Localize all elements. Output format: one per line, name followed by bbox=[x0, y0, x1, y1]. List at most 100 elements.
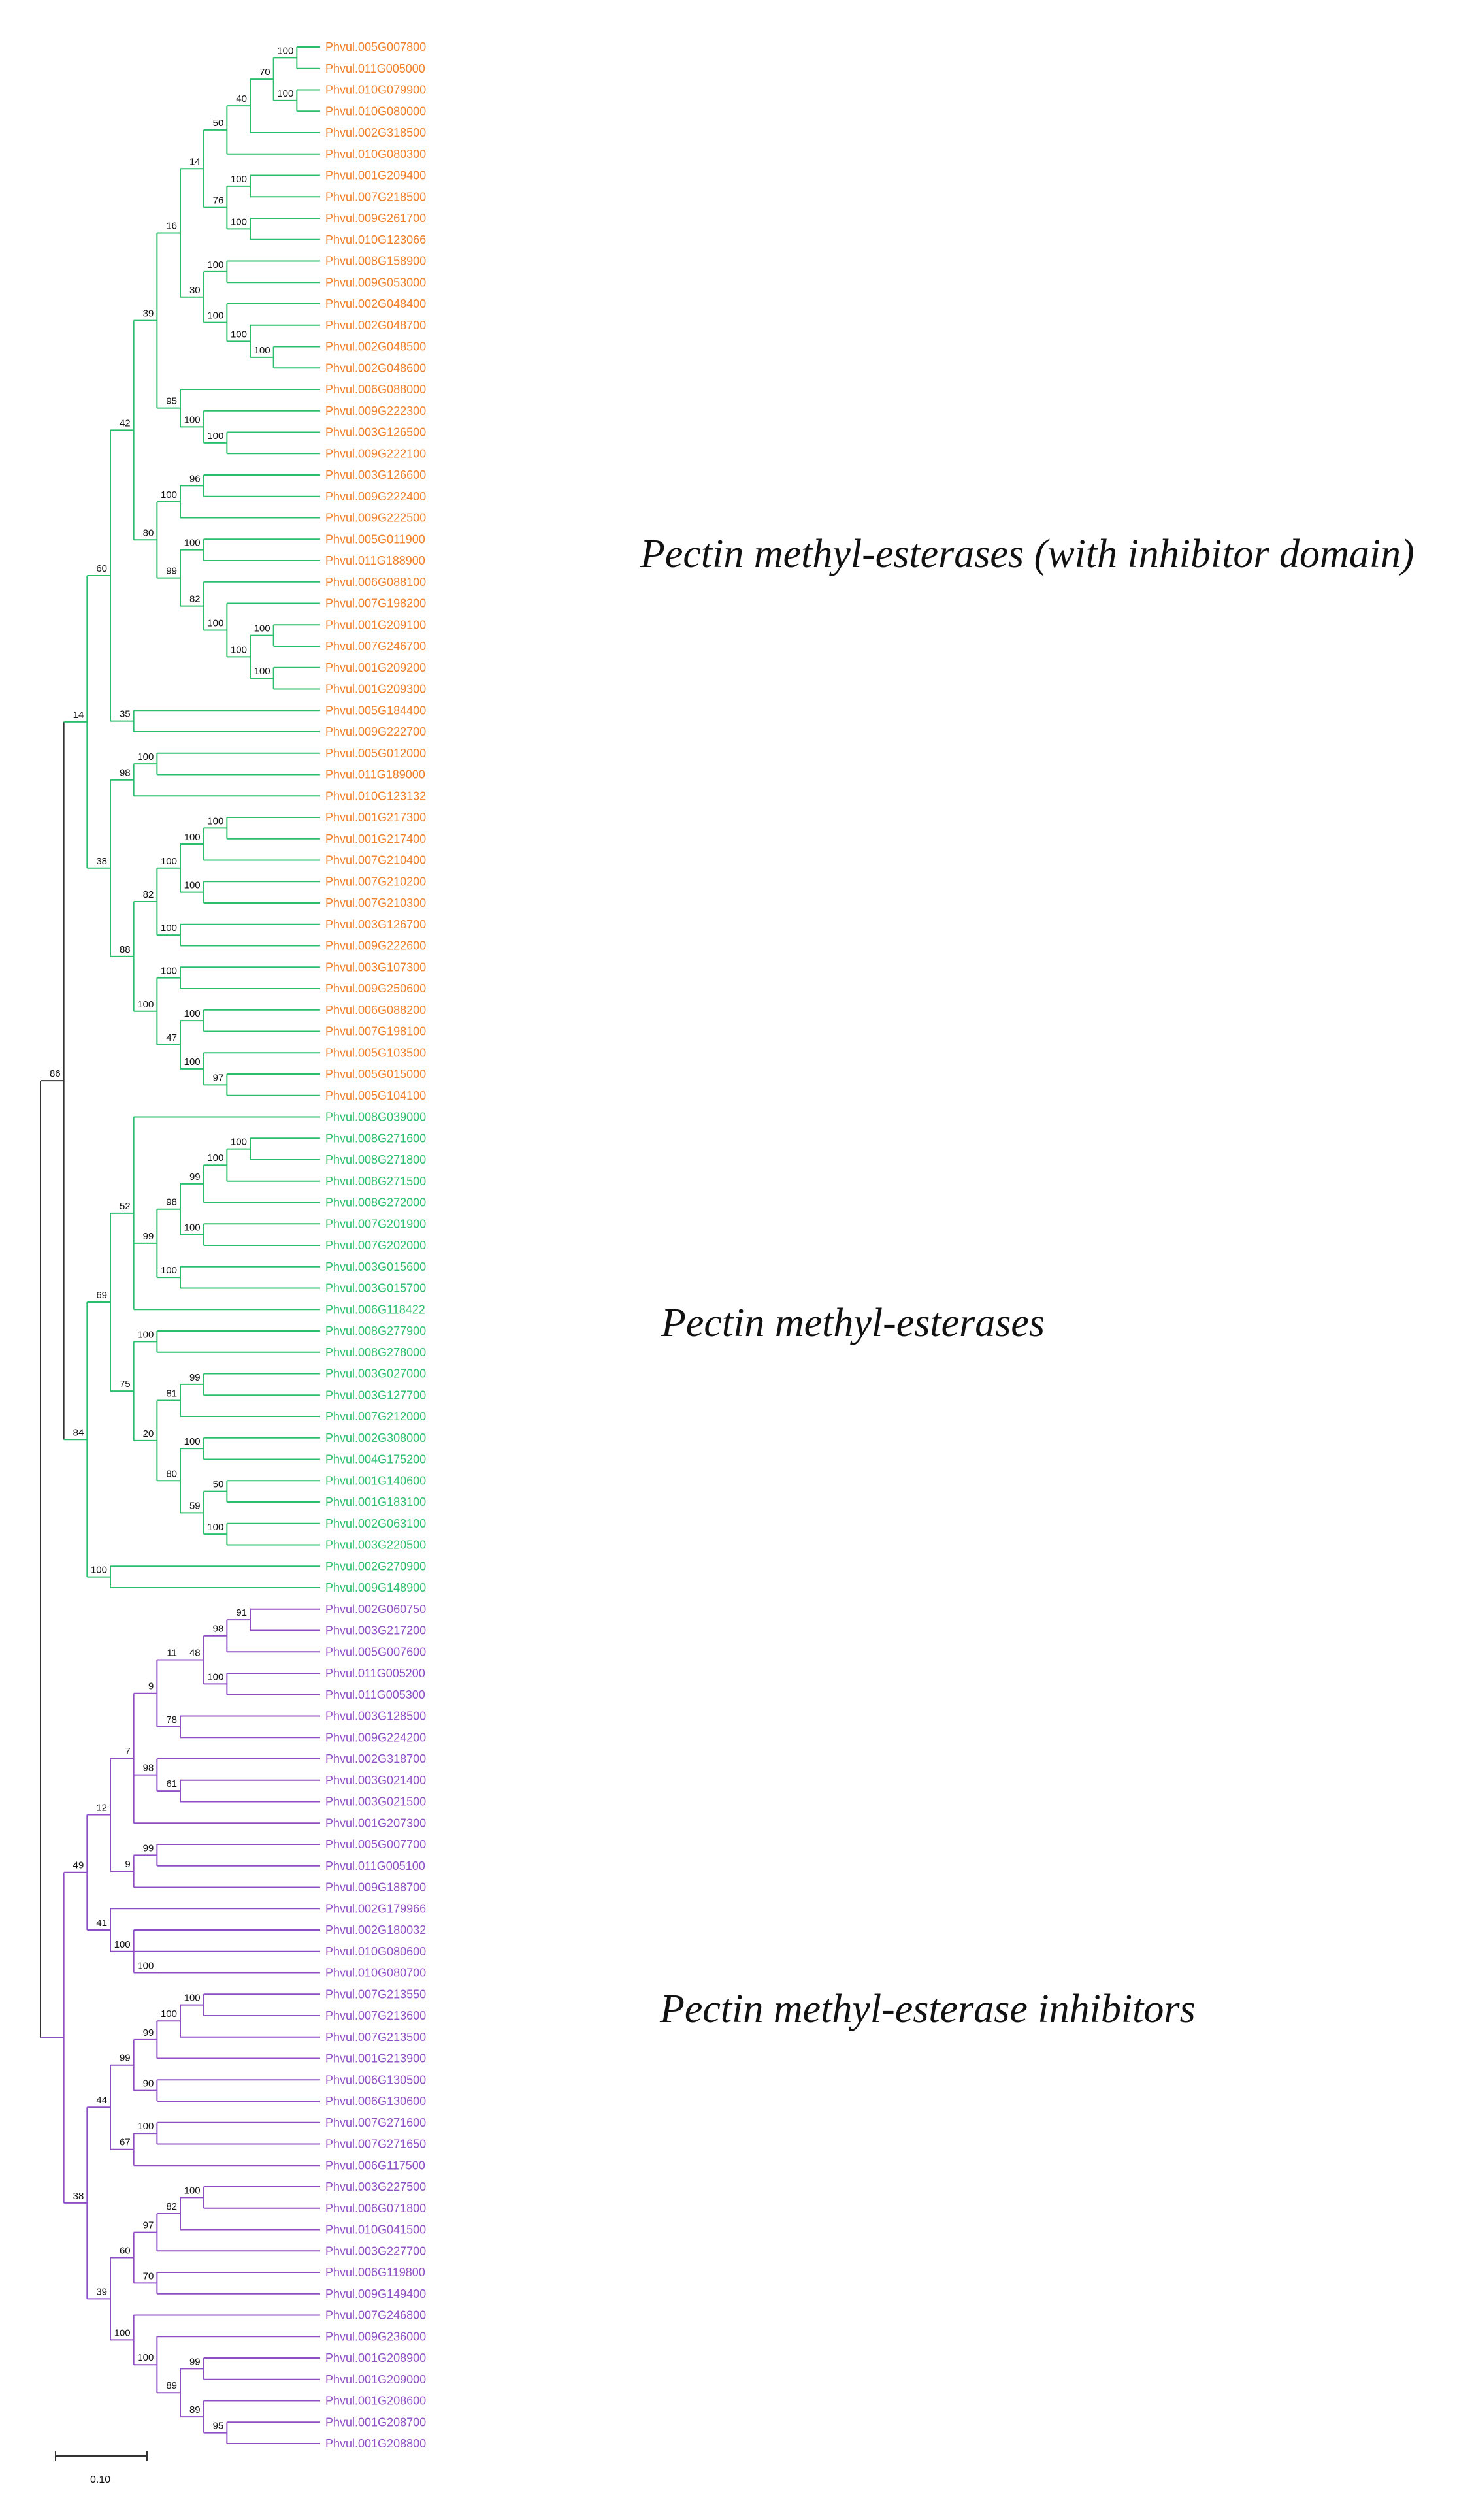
bootstrap-value: 100 bbox=[184, 538, 201, 549]
taxon-label: Phvul.008G278000 bbox=[325, 1346, 426, 1359]
taxon-label: Phvul.007G246800 bbox=[325, 2309, 426, 2322]
bootstrap-value: 84 bbox=[73, 1427, 84, 1438]
taxon-label: Phvul.010G080700 bbox=[325, 1967, 426, 1980]
taxon-label: Phvul.005G103500 bbox=[325, 1046, 426, 1059]
bootstrap-value: 100 bbox=[184, 1056, 201, 1068]
bootstrap-value: 7 bbox=[125, 1746, 130, 1757]
bootstrap-value: 100 bbox=[161, 923, 177, 934]
bootstrap-value: 81 bbox=[166, 1388, 177, 1399]
bootstrap-value: 99 bbox=[143, 1842, 154, 1854]
bootstrap-value: 11 bbox=[167, 1648, 177, 1659]
bootstrap-value: 100 bbox=[137, 2352, 154, 2363]
taxon-label: Phvul.002G048600 bbox=[325, 361, 426, 374]
taxon-label: Phvul.002G048500 bbox=[325, 340, 426, 353]
taxon-label: Phvul.004G175200 bbox=[325, 1453, 426, 1466]
taxon-label: Phvul.001G209300 bbox=[325, 683, 426, 696]
bootstrap-value: 89 bbox=[166, 2380, 177, 2391]
bootstrap-value: 99 bbox=[189, 1171, 201, 1183]
bootstrap-value: 100 bbox=[114, 2327, 131, 2338]
taxon-label: Phvul.008G158900 bbox=[325, 255, 426, 268]
bootstrap-value: 16 bbox=[166, 221, 177, 232]
bootstrap-value: 100 bbox=[207, 259, 223, 270]
bootstrap-value: 88 bbox=[120, 944, 131, 955]
bootstrap-value: 42 bbox=[120, 417, 131, 429]
taxon-label: Phvul.005G012000 bbox=[325, 747, 426, 760]
taxon-label: Phvul.001G208800 bbox=[325, 2437, 426, 2450]
bootstrap-value: 38 bbox=[73, 2191, 84, 2202]
bootstrap-value: 44 bbox=[96, 2095, 107, 2106]
taxon-label: Phvul.008G039000 bbox=[325, 1111, 426, 1124]
taxon-label: Phvul.006G071800 bbox=[325, 2202, 426, 2215]
bootstrap-value: 100 bbox=[137, 999, 154, 1010]
bootstrap-value: 100 bbox=[184, 2185, 201, 2196]
taxon-label: Phvul.009G261700 bbox=[325, 212, 426, 225]
taxon-label: Phvul.005G007800 bbox=[325, 41, 426, 54]
bootstrap-value: 69 bbox=[96, 1290, 107, 1301]
taxon-label: Phvul.009G148900 bbox=[325, 1581, 426, 1594]
bootstrap-value: 30 bbox=[189, 285, 201, 296]
taxon-label: Phvul.007G201900 bbox=[325, 1217, 426, 1230]
bootstrap-value: 91 bbox=[236, 1607, 247, 1618]
taxon-label: Phvul.005G104100 bbox=[325, 1089, 426, 1102]
bootstrap-value: 97 bbox=[143, 2220, 154, 2231]
bootstrap-value: 99 bbox=[143, 2027, 154, 2038]
taxon-label: Phvul.003G015600 bbox=[325, 1260, 426, 1273]
taxon-label: Phvul.003G021500 bbox=[325, 1795, 426, 1808]
bootstrap-value: 100 bbox=[184, 1008, 201, 1019]
bootstrap-value: 78 bbox=[166, 1714, 177, 1726]
taxon-label: Phvul.009G222700 bbox=[325, 725, 426, 738]
bootstrap-value: 39 bbox=[96, 2286, 107, 2297]
taxon-label: Phvul.010G080300 bbox=[325, 148, 426, 161]
taxon-label: Phvul.003G015700 bbox=[325, 1282, 426, 1295]
bootstrap-value: 100 bbox=[184, 1436, 201, 1447]
taxon-label: Phvul.001G217300 bbox=[325, 811, 426, 824]
bootstrap-value: 98 bbox=[213, 1624, 224, 1635]
taxon-label: Phvul.001G209400 bbox=[325, 169, 426, 182]
taxon-label: Phvul.001G209000 bbox=[325, 2373, 426, 2386]
taxon-label: Phvul.010G123132 bbox=[325, 789, 426, 802]
bootstrap-value: 100 bbox=[161, 489, 177, 500]
taxon-label: Phvul.008G271500 bbox=[325, 1175, 426, 1188]
taxon-label: Phvul.009G224200 bbox=[325, 1731, 426, 1744]
bootstrap-value: 100 bbox=[161, 856, 177, 867]
bootstrap-value: 100 bbox=[231, 174, 247, 185]
taxon-label: Phvul.005G007600 bbox=[325, 1645, 426, 1658]
taxon-label: Phvul.002G180032 bbox=[325, 1923, 426, 1937]
taxon-label: Phvul.009G222300 bbox=[325, 404, 426, 417]
taxon-label: Phvul.007G213600 bbox=[325, 2009, 426, 2022]
taxon-label: Phvul.002G048400 bbox=[325, 297, 426, 310]
bootstrap-value: 100 bbox=[231, 1137, 247, 1148]
clade-label-pme: Pectin methyl-esterases bbox=[661, 1301, 1045, 1345]
taxon-label: Phvul.007G218500 bbox=[325, 190, 426, 203]
taxon-label: Phvul.008G277900 bbox=[325, 1324, 426, 1337]
taxon-label: Phvul.010G080000 bbox=[325, 105, 426, 118]
taxon-label: Phvul.003G107300 bbox=[325, 960, 426, 974]
bootstrap-value: 100 bbox=[137, 751, 154, 762]
bootstrap-value: 100 bbox=[207, 1522, 223, 1533]
taxon-label: Phvul.001G208700 bbox=[325, 2415, 426, 2429]
bootstrap-value: 100 bbox=[137, 2121, 154, 2132]
taxon-label: Phvul.003G220500 bbox=[325, 1539, 426, 1552]
bootstrap-value: 9 bbox=[148, 1681, 154, 1692]
clade-label-pme-with-inhibitor: Pectin methyl-esterases (with inhibitor … bbox=[640, 532, 1415, 576]
bootstrap-value: 100 bbox=[184, 880, 201, 891]
bootstrap-value: 100 bbox=[277, 45, 293, 56]
taxon-label: Phvul.011G005100 bbox=[325, 1859, 425, 1873]
taxon-label: Phvul.008G271800 bbox=[325, 1153, 426, 1166]
taxon-label: Phvul.011G188900 bbox=[325, 554, 425, 567]
bootstrap-value: 52 bbox=[120, 1201, 131, 1212]
taxon-label: Phvul.006G119800 bbox=[325, 2266, 425, 2279]
bootstrap-value: 100 bbox=[277, 88, 293, 99]
taxon-label: Phvul.005G007700 bbox=[325, 1838, 426, 1851]
bootstrap-value: 60 bbox=[120, 2245, 131, 2256]
bootstrap-value: 98 bbox=[143, 1763, 154, 1774]
taxon-label: Phvul.001G209100 bbox=[325, 618, 426, 631]
taxon-label: Phvul.001G208600 bbox=[325, 2395, 426, 2408]
bootstrap-value: 38 bbox=[96, 856, 107, 867]
tree-branches bbox=[40, 46, 320, 2444]
taxon-label: Phvul.006G130500 bbox=[325, 2073, 426, 2086]
bootstrap-value: 100 bbox=[161, 1265, 177, 1276]
taxon-label: Phvul.003G027000 bbox=[325, 1367, 426, 1381]
bootstrap-value: 100 bbox=[161, 966, 177, 977]
